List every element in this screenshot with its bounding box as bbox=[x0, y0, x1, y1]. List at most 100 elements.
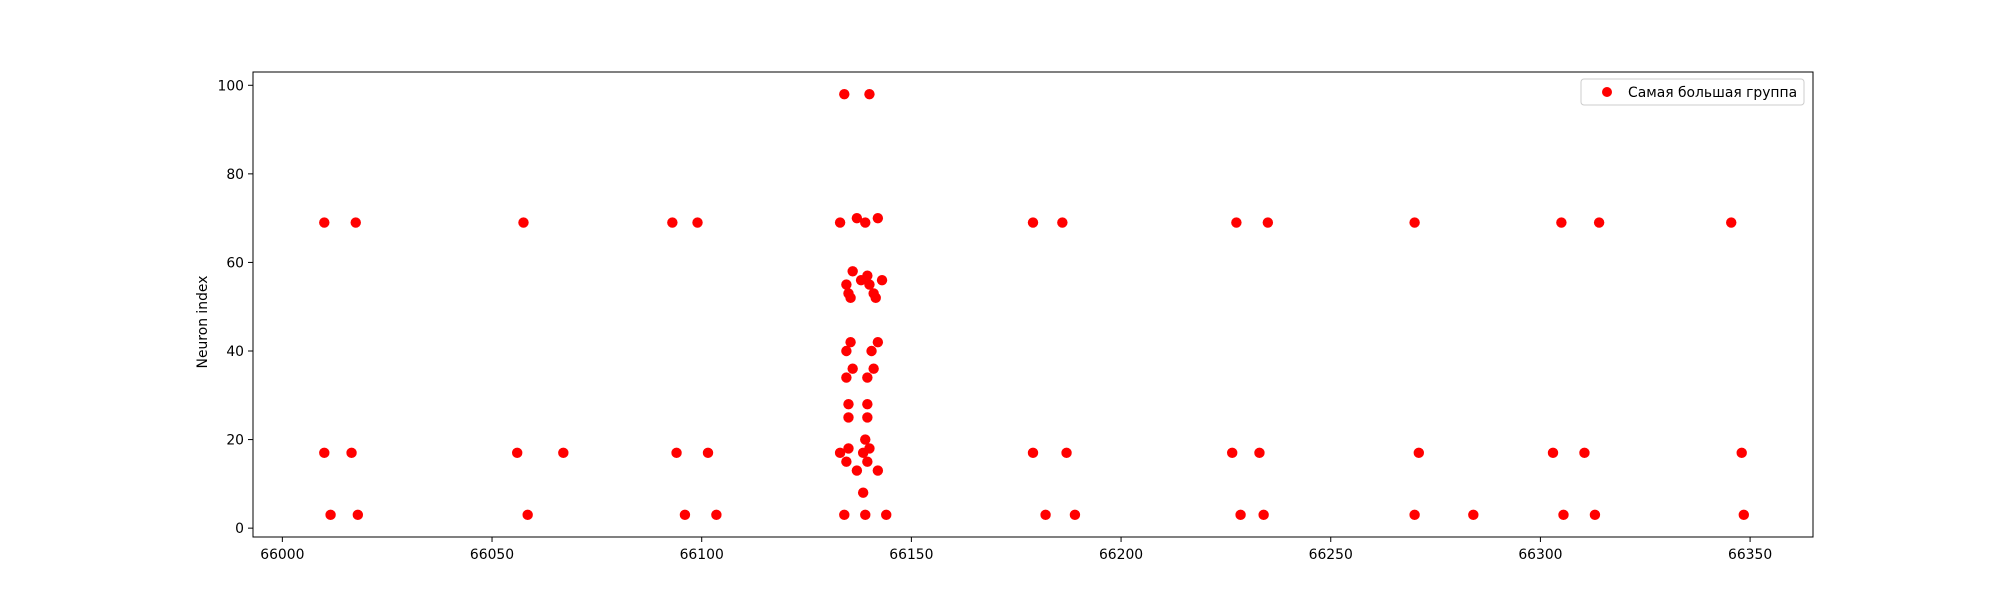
x-tick-label: 66150 bbox=[889, 547, 933, 563]
data-point bbox=[881, 509, 892, 521]
x-tick-label: 66350 bbox=[1728, 547, 1772, 563]
data-point bbox=[862, 398, 873, 410]
legend-box bbox=[1580, 78, 1805, 106]
data-point bbox=[868, 363, 879, 374]
data-point bbox=[711, 509, 722, 521]
data-point bbox=[319, 447, 330, 459]
data-point bbox=[860, 434, 871, 445]
data-point bbox=[1589, 509, 1601, 521]
data-point bbox=[518, 217, 529, 228]
data-point bbox=[1262, 217, 1274, 228]
data-point bbox=[702, 447, 714, 459]
data-point bbox=[857, 487, 869, 498]
data-point bbox=[864, 443, 875, 454]
data-point bbox=[839, 509, 850, 521]
plot-frame bbox=[252, 71, 1814, 538]
data-point bbox=[845, 292, 856, 304]
data-point bbox=[841, 345, 852, 357]
y-axis-label: Neuron index bbox=[195, 276, 211, 369]
data-point bbox=[841, 279, 852, 290]
data-point bbox=[1579, 447, 1590, 459]
data-point bbox=[843, 443, 854, 454]
y-tick-label: 100 bbox=[217, 78, 244, 94]
axes: 66000 66050 66100 66150 66200 66250 66300 66350… bbox=[217, 71, 1814, 563]
data-point bbox=[1061, 447, 1072, 459]
data-point bbox=[862, 270, 873, 281]
data-point bbox=[319, 217, 330, 228]
data-point bbox=[352, 509, 364, 521]
data-point bbox=[834, 447, 846, 459]
data-point bbox=[876, 274, 888, 286]
data-point bbox=[1226, 447, 1238, 459]
data-point bbox=[1556, 217, 1567, 228]
data-point bbox=[1040, 509, 1051, 521]
data-point bbox=[1254, 447, 1265, 459]
data-point bbox=[834, 217, 846, 228]
data-point bbox=[667, 217, 678, 228]
data-point bbox=[1027, 447, 1039, 459]
data-point bbox=[1409, 509, 1420, 521]
data-point bbox=[1235, 509, 1246, 521]
data-point bbox=[692, 217, 703, 228]
data-point bbox=[843, 412, 854, 423]
legend-label: Самая большая группа bbox=[1628, 85, 1797, 101]
y-tick-label: 60 bbox=[226, 255, 244, 271]
data-point bbox=[851, 212, 863, 224]
data-point bbox=[1231, 217, 1242, 228]
data-point bbox=[872, 336, 884, 348]
x-tick-label: 66300 bbox=[1518, 547, 1562, 563]
data-point bbox=[872, 465, 884, 476]
data-point bbox=[862, 372, 873, 383]
legend-marker bbox=[1602, 87, 1612, 97]
data-point bbox=[1057, 217, 1068, 228]
data-point bbox=[845, 336, 856, 348]
legend: Самая большая группа bbox=[1580, 78, 1805, 106]
data-point bbox=[1468, 509, 1479, 521]
data-point bbox=[860, 217, 871, 228]
data-point bbox=[847, 363, 858, 374]
data-point bbox=[1413, 447, 1425, 459]
data-point bbox=[1258, 509, 1269, 521]
data-point bbox=[671, 447, 682, 459]
data-point bbox=[841, 372, 852, 383]
data-point bbox=[862, 456, 873, 467]
data-points bbox=[319, 88, 1750, 521]
data-point bbox=[839, 88, 850, 100]
data-point bbox=[558, 447, 569, 459]
y-tick-label: 20 bbox=[226, 433, 244, 449]
x-tick-label: 66000 bbox=[260, 547, 304, 563]
data-point bbox=[847, 266, 858, 277]
x-tick-label: 66200 bbox=[1099, 547, 1143, 563]
data-point bbox=[511, 447, 523, 459]
y-tick-label: 80 bbox=[226, 167, 244, 183]
data-point bbox=[679, 509, 691, 521]
x-tick-label: 66100 bbox=[680, 547, 724, 563]
x-tick-label: 66050 bbox=[470, 547, 514, 563]
data-point bbox=[860, 509, 871, 521]
data-point bbox=[1738, 509, 1750, 521]
data-point bbox=[1736, 447, 1747, 459]
data-point bbox=[841, 456, 852, 467]
data-point bbox=[1547, 447, 1559, 459]
data-point bbox=[862, 412, 873, 423]
x-tick-label: 66250 bbox=[1309, 547, 1353, 563]
data-point bbox=[872, 212, 884, 224]
data-point bbox=[870, 292, 881, 304]
data-point bbox=[1593, 217, 1605, 228]
data-point bbox=[1726, 217, 1737, 228]
data-point bbox=[1409, 217, 1420, 228]
data-point bbox=[350, 217, 361, 228]
data-point bbox=[864, 279, 875, 290]
data-point bbox=[1558, 509, 1569, 521]
data-point bbox=[1069, 509, 1081, 521]
data-point bbox=[1027, 217, 1039, 228]
data-point bbox=[325, 509, 336, 521]
y-tick-label: 40 bbox=[226, 344, 244, 360]
data-point bbox=[346, 447, 357, 459]
data-point bbox=[866, 345, 877, 357]
data-point bbox=[522, 509, 533, 521]
y-tick-label: 0 bbox=[235, 521, 244, 537]
data-point bbox=[843, 398, 854, 410]
data-point bbox=[851, 465, 863, 476]
